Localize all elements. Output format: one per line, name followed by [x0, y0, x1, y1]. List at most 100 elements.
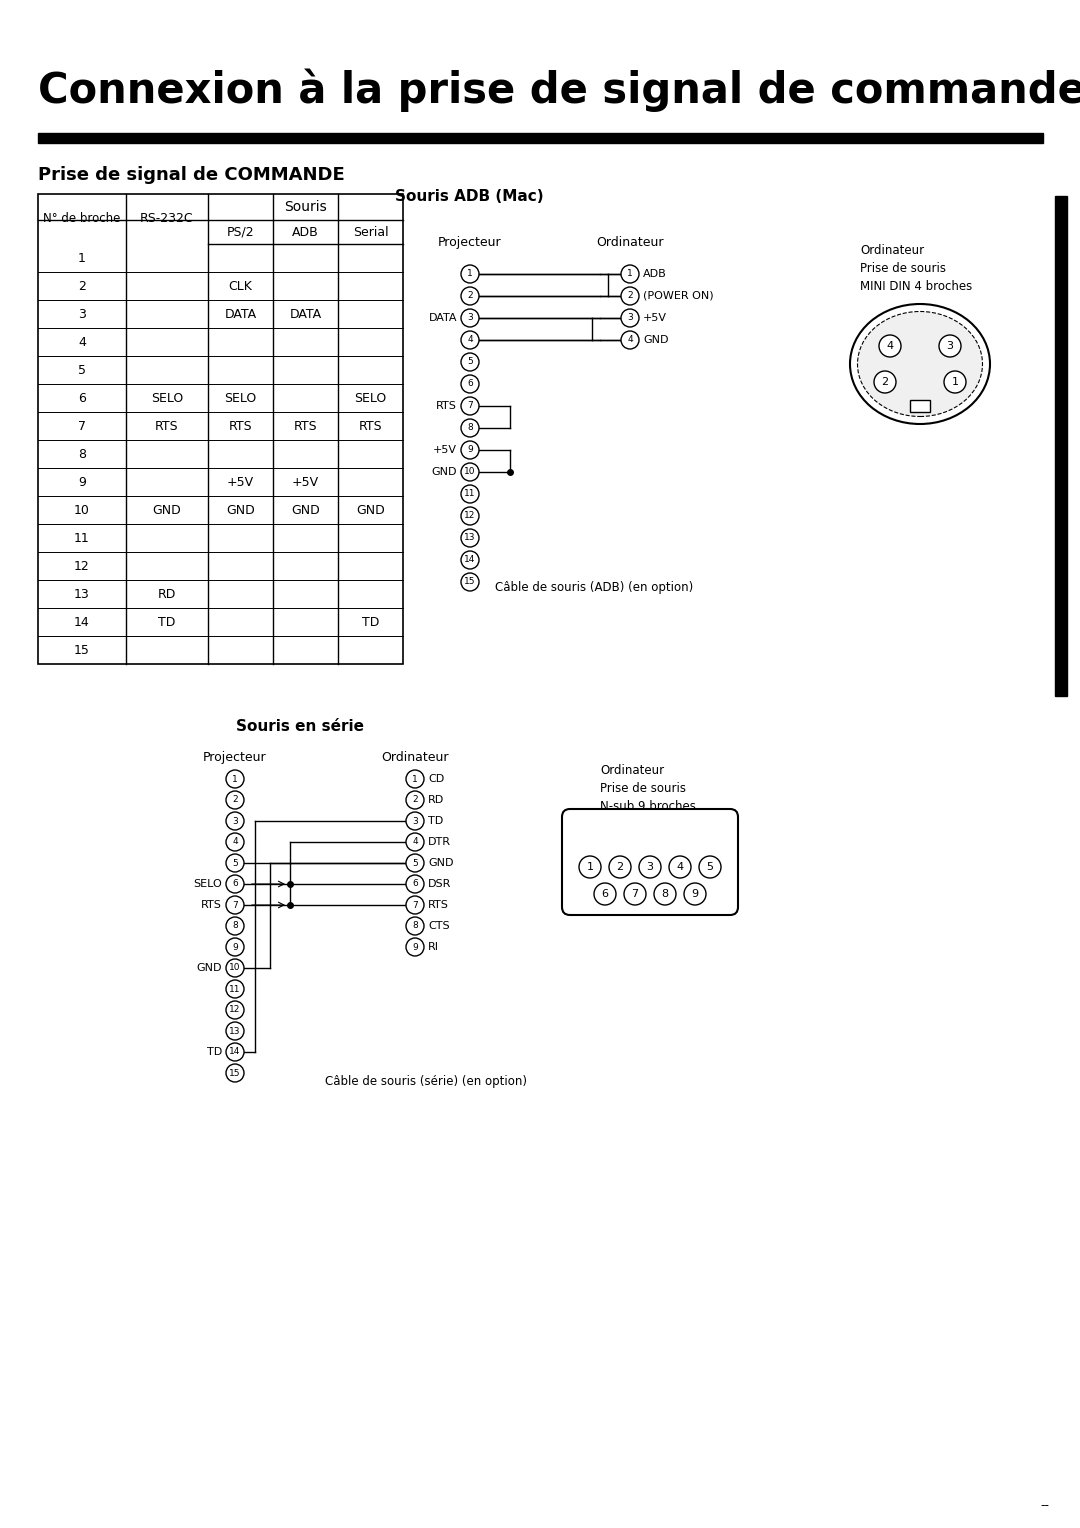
Text: 1: 1: [627, 269, 633, 278]
Text: (POWER ON): (POWER ON): [643, 290, 714, 301]
Circle shape: [226, 1001, 244, 1019]
Circle shape: [461, 353, 480, 371]
Text: ADB: ADB: [292, 226, 319, 238]
Text: Câble de souris (ADB) (en option): Câble de souris (ADB) (en option): [495, 581, 693, 593]
Circle shape: [461, 397, 480, 416]
Text: Souris ADB (Mac): Souris ADB (Mac): [395, 189, 543, 205]
Text: RD: RD: [158, 587, 176, 601]
Text: 4: 4: [78, 336, 86, 348]
Bar: [910, 400, 930, 413]
Text: +5V: +5V: [227, 475, 254, 489]
Text: ADB: ADB: [643, 269, 666, 280]
Text: 5: 5: [706, 862, 714, 872]
Circle shape: [461, 287, 480, 306]
Text: 1: 1: [78, 252, 86, 264]
Circle shape: [461, 309, 480, 327]
Circle shape: [226, 811, 244, 830]
Circle shape: [621, 287, 639, 306]
Text: 8: 8: [661, 889, 669, 898]
Circle shape: [669, 856, 691, 879]
Text: 2: 2: [881, 377, 889, 387]
Text: RI: RI: [428, 941, 438, 952]
Text: 5: 5: [413, 859, 418, 868]
Text: Projecteur: Projecteur: [203, 750, 267, 764]
Text: RTS: RTS: [156, 420, 179, 432]
Text: 4: 4: [627, 336, 633, 344]
Circle shape: [226, 1063, 244, 1082]
Text: SELO: SELO: [225, 391, 257, 405]
Text: 12: 12: [229, 1005, 241, 1015]
Circle shape: [406, 792, 424, 808]
Text: TD: TD: [159, 616, 176, 628]
Text: DATA: DATA: [225, 307, 257, 321]
Text: GND: GND: [197, 963, 222, 973]
Circle shape: [406, 854, 424, 872]
Text: 8: 8: [78, 448, 86, 460]
Text: 7: 7: [468, 402, 473, 411]
Text: Serial: Serial: [353, 226, 389, 238]
Circle shape: [461, 484, 480, 503]
Text: 7: 7: [413, 900, 418, 909]
Text: 5: 5: [468, 358, 473, 367]
Text: 3: 3: [413, 816, 418, 825]
Text: SELO: SELO: [354, 391, 387, 405]
Text: 9: 9: [413, 943, 418, 952]
Text: 9: 9: [468, 446, 473, 454]
Text: 7: 7: [632, 889, 638, 898]
Circle shape: [226, 938, 244, 957]
Text: 1: 1: [413, 775, 418, 784]
Text: 13: 13: [75, 587, 90, 601]
Text: 3: 3: [78, 307, 86, 321]
Circle shape: [226, 792, 244, 808]
Text: 8: 8: [468, 423, 473, 432]
Text: Ordinateur
Prise de souris
MINI DIN 4 broches: Ordinateur Prise de souris MINI DIN 4 br…: [860, 244, 972, 293]
Text: 15: 15: [75, 643, 90, 657]
Text: 15: 15: [229, 1068, 241, 1077]
Text: 9: 9: [78, 475, 86, 489]
Circle shape: [226, 960, 244, 976]
Circle shape: [406, 938, 424, 957]
Text: Ordinateur: Ordinateur: [381, 750, 449, 764]
Text: 4: 4: [232, 837, 238, 847]
Circle shape: [699, 856, 721, 879]
Text: 1: 1: [586, 862, 594, 872]
Text: 5: 5: [232, 859, 238, 868]
Bar: [38, 133, 1043, 144]
Text: 4: 4: [413, 837, 418, 847]
Circle shape: [461, 507, 480, 526]
Text: CD: CD: [428, 775, 444, 784]
Text: RTS: RTS: [294, 420, 318, 432]
Text: TD: TD: [428, 816, 443, 827]
Text: DTR: DTR: [428, 837, 451, 847]
Text: 1: 1: [951, 377, 959, 387]
Text: SELO: SELO: [193, 879, 222, 889]
Text: Ordinateur: Ordinateur: [596, 235, 664, 249]
Text: GND: GND: [428, 859, 454, 868]
Text: 8: 8: [413, 921, 418, 931]
Bar: [38, 194, 403, 665]
Circle shape: [226, 854, 244, 872]
Circle shape: [461, 264, 480, 283]
Circle shape: [406, 770, 424, 788]
Circle shape: [226, 770, 244, 788]
Text: GND: GND: [643, 335, 669, 345]
Circle shape: [939, 335, 961, 358]
Circle shape: [226, 1044, 244, 1060]
Text: 11: 11: [464, 489, 476, 498]
Text: SELO: SELO: [151, 391, 184, 405]
Text: 2: 2: [232, 796, 238, 805]
Circle shape: [226, 876, 244, 892]
Ellipse shape: [858, 312, 983, 417]
Text: 14: 14: [75, 616, 90, 628]
Text: 13: 13: [229, 1027, 241, 1036]
Text: 6: 6: [232, 880, 238, 888]
Text: 5: 5: [78, 364, 86, 376]
Circle shape: [461, 374, 480, 393]
Text: RTS: RTS: [436, 400, 457, 411]
Circle shape: [461, 463, 480, 481]
Text: 3: 3: [468, 313, 473, 322]
Text: 12: 12: [75, 559, 90, 573]
Text: 2: 2: [627, 292, 633, 301]
Circle shape: [594, 883, 616, 905]
Circle shape: [684, 883, 706, 905]
